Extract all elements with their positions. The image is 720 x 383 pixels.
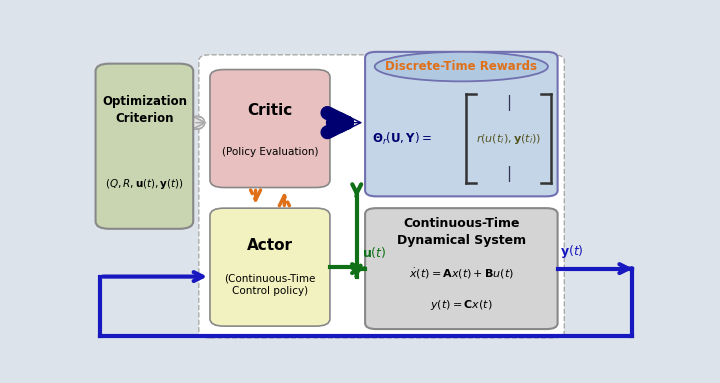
Text: Continuous-Time
Dynamical System: Continuous-Time Dynamical System — [397, 217, 526, 247]
Text: $\dot{x}(t) = \mathbf{A}x(t) + \mathbf{B}u(t)$: $\dot{x}(t) = \mathbf{A}x(t) + \mathbf{B… — [409, 266, 514, 281]
Text: |: | — [505, 166, 510, 182]
Text: $y(t) = \mathbf{C}x(t)$: $y(t) = \mathbf{C}x(t)$ — [430, 298, 492, 312]
Circle shape — [351, 266, 361, 271]
Text: $\mathbf{\Theta}_r(\mathbf{U},\mathbf{Y})=$: $\mathbf{\Theta}_r(\mathbf{U},\mathbf{Y}… — [372, 131, 432, 147]
FancyBboxPatch shape — [210, 208, 330, 326]
Text: Discrete-Time Rewards: Discrete-Time Rewards — [385, 60, 537, 73]
FancyBboxPatch shape — [365, 52, 557, 196]
Text: Critic: Critic — [248, 103, 292, 118]
Text: $(Q,R,\mathbf{u}(t),\mathbf{y}(t))$: $(Q,R,\mathbf{u}(t),\mathbf{y}(t))$ — [105, 177, 184, 191]
FancyBboxPatch shape — [199, 55, 564, 338]
Text: |: | — [505, 95, 510, 111]
Text: $\mathbf{y}(t)$: $\mathbf{y}(t)$ — [560, 243, 584, 260]
Text: Actor: Actor — [247, 238, 293, 254]
FancyBboxPatch shape — [96, 64, 193, 229]
FancyBboxPatch shape — [210, 70, 330, 188]
Text: Optimization
Criterion: Optimization Criterion — [102, 95, 187, 125]
Text: $r(u(t_i),\mathbf{y}(t_i))$: $r(u(t_i),\mathbf{y}(t_i))$ — [475, 132, 541, 146]
Text: $\mathbf{u}(t)$: $\mathbf{u}(t)$ — [362, 245, 387, 260]
Text: (Policy Evaluation): (Policy Evaluation) — [222, 147, 318, 157]
FancyBboxPatch shape — [365, 208, 557, 329]
Text: (Continuous-Time
Control policy): (Continuous-Time Control policy) — [224, 273, 315, 296]
Ellipse shape — [374, 52, 548, 81]
